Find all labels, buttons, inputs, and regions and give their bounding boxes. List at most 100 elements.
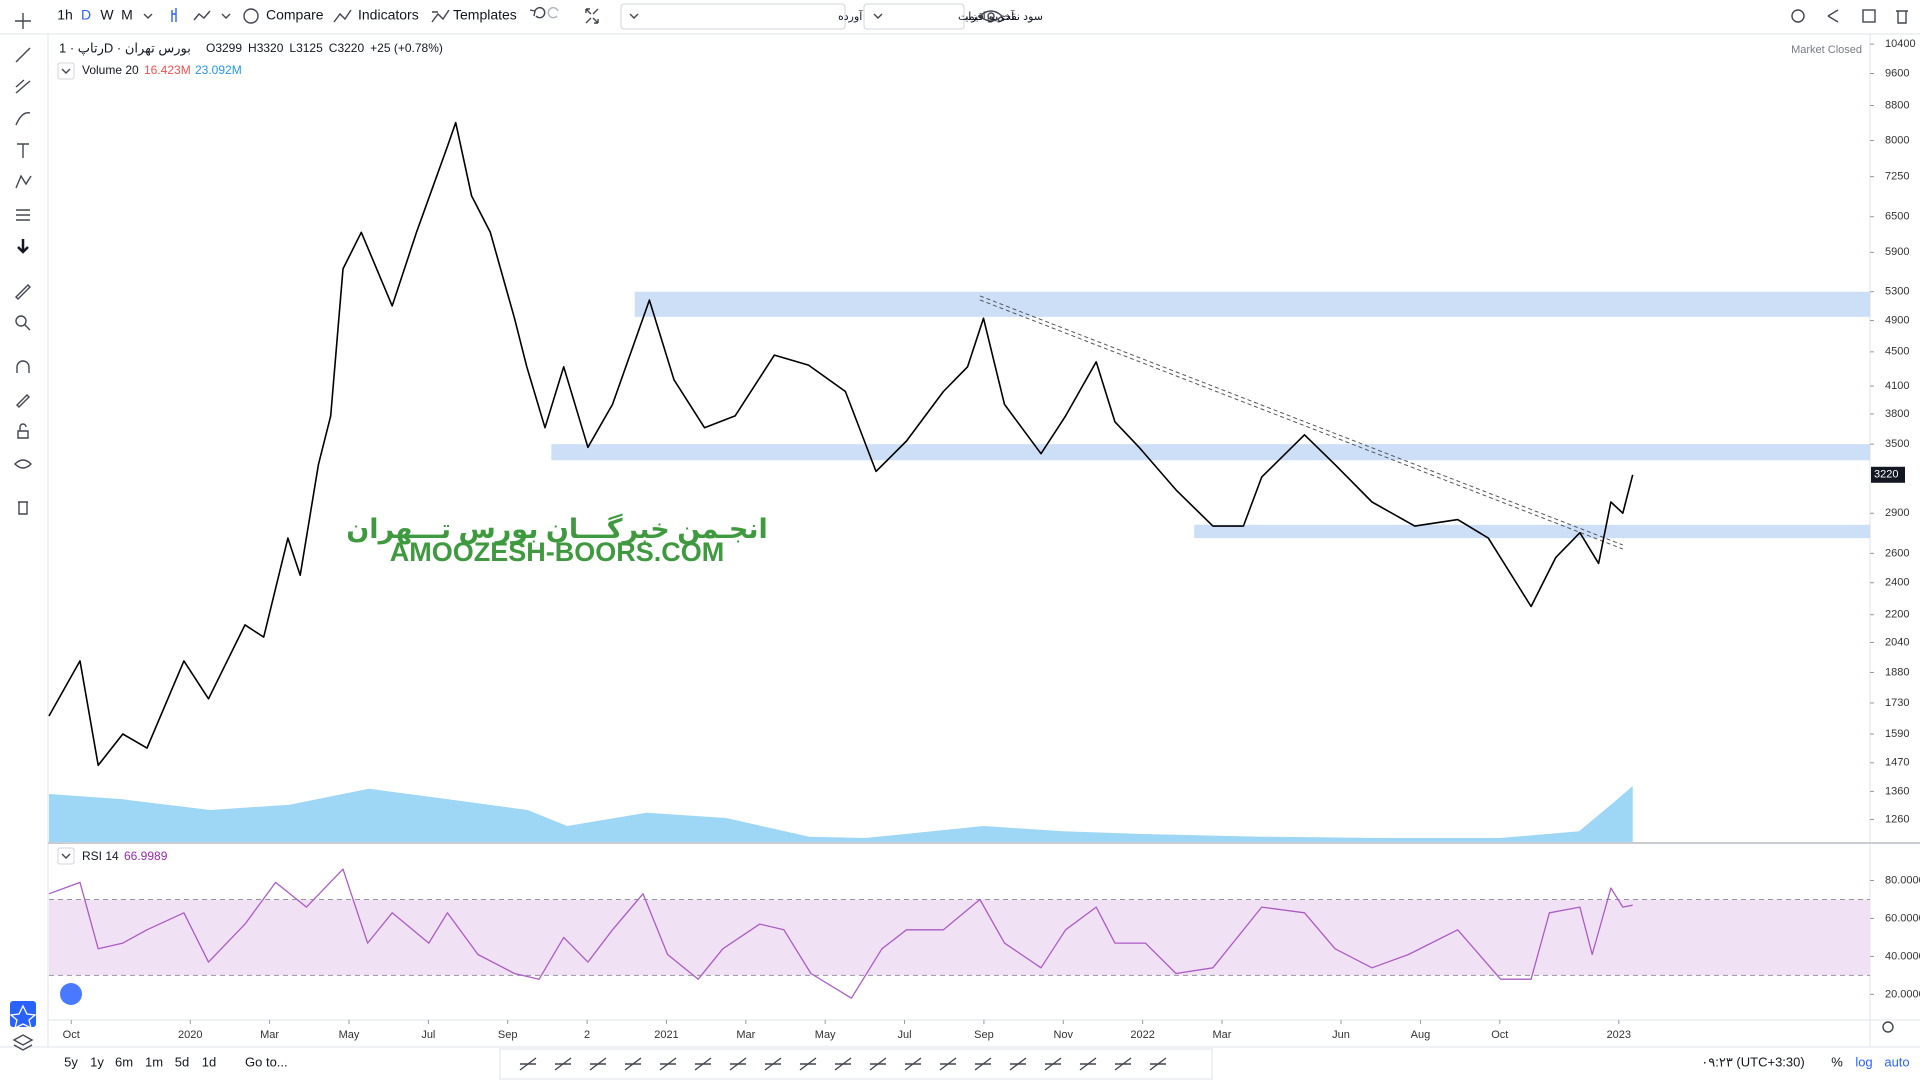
support-zone [551,444,1870,461]
drawing-tool-button[interactable] [519,1057,537,1071]
layers-button[interactable] [12,1034,34,1051]
interval-button[interactable]: W [100,7,114,23]
rsi-band [49,899,1870,976]
tool-button[interactable] [14,459,32,469]
x-tick-label: Aug [1411,1029,1431,1041]
scale-button[interactable]: % [1831,1054,1843,1069]
y-tick-label: 3500 [1885,438,1909,450]
tool-button[interactable] [15,284,31,300]
tool-button[interactable] [15,315,31,331]
tool-icon [15,13,31,29]
range-button[interactable]: 5y [64,1054,78,1069]
y-tick-label: 2200 [1885,609,1909,621]
drawing-tool-button[interactable] [694,1057,712,1071]
drawing-tool-button[interactable] [799,1057,817,1071]
scale-button[interactable]: log [1855,1054,1872,1069]
drawing-tool-button[interactable] [1114,1057,1132,1071]
y-tick-label: 6500 [1885,211,1909,223]
tool-icon [15,112,31,126]
x-tick-label: Oct [1491,1029,1508,1041]
drawing-tool-button[interactable] [869,1057,887,1071]
scale-button[interactable]: auto [1884,1054,1909,1069]
tool-button[interactable] [16,209,30,221]
tool-button[interactable] [17,143,29,158]
chart-type-icon[interactable] [171,8,177,22]
y-tick-label: 2400 [1885,577,1909,589]
fullscreen-button[interactable] [585,8,599,24]
range-button[interactable]: 6m [115,1054,133,1069]
visibility-button[interactable] [978,10,1004,22]
tool-button[interactable] [15,112,31,126]
axis-settings-button[interactable] [1882,1021,1894,1033]
drawing-tool-button[interactable] [729,1057,747,1071]
drawing-tool-button[interactable] [939,1057,957,1071]
tool-button[interactable] [16,360,30,373]
drawing-tool-button[interactable] [904,1057,922,1071]
tool-button[interactable] [15,47,31,63]
volume-ma-value: 23.092M [195,63,242,77]
tool-button[interactable] [15,174,32,189]
templates-button[interactable]: Templates [453,7,517,23]
drawing-tool-button[interactable] [1079,1057,1097,1071]
tool-button[interactable] [15,79,31,94]
collapse-button[interactable] [57,62,75,80]
ohlc-values: O3299 H3320 L3125 C3220 +25 (+0.78%) [206,41,443,55]
drawing-tool-button[interactable] [659,1057,677,1071]
tool-button[interactable] [18,501,28,515]
drawing-tool-button[interactable] [764,1057,782,1071]
range-button[interactable]: 1y [90,1054,104,1069]
ohlc-value: O3299 [206,41,242,55]
tool-button[interactable] [16,394,30,408]
drawing-tool-button[interactable] [1009,1057,1027,1071]
collapse-button[interactable] [57,847,75,865]
snapshot-button[interactable] [1862,9,1876,23]
share-button[interactable] [1827,9,1839,23]
drawing-tool-button[interactable] [554,1057,572,1071]
redo-button[interactable] [547,6,559,19]
trendline [979,295,1623,546]
compare-button[interactable]: Compare [266,7,324,23]
price-type-dropdown[interactable] [863,3,965,30]
tool-button[interactable] [17,423,29,439]
drawing-tool-button[interactable] [624,1057,642,1071]
drawing-tool-button[interactable] [834,1057,852,1071]
trash-button[interactable] [1896,10,1908,24]
tool-icon [18,501,28,515]
y-tick-label: 1470 [1885,757,1909,769]
price-line [48,868,1633,999]
caret [61,68,71,74]
settings-button[interactable] [1791,9,1805,23]
tool-button[interactable] [15,13,31,29]
line-type-icon[interactable] [193,10,211,21]
y-tick-label: 60.0000 [1885,912,1920,924]
caret [61,853,71,859]
interval-button[interactable]: D [81,7,91,23]
support-zone [1194,524,1870,539]
y-tick-label: 5900 [1885,246,1909,258]
x-tick-label: Jul [421,1029,435,1041]
drawing-tool-button[interactable] [589,1057,607,1071]
undo-button[interactable] [529,6,546,19]
y-tick-label: 8000 [1885,134,1909,146]
adjustment-dropdown[interactable] [620,3,846,30]
goto-button[interactable]: Go to... [245,1054,288,1069]
range-button[interactable]: 1d [202,1054,216,1069]
clock: ۰۹:۲۳ (UTC+3:30) [1701,1054,1804,1069]
dropdown-caret [629,13,639,19]
y-tick-label: 4900 [1885,314,1909,326]
indicators-button[interactable]: Indicators [358,7,419,23]
drawing-tool-button[interactable] [974,1057,992,1071]
x-tick-label: 2021 [654,1029,678,1041]
price-label: 3220 [1874,469,1898,481]
range-button[interactable]: 1m [145,1054,163,1069]
drawing-tool-button[interactable] [1044,1057,1062,1071]
y-tick-label: 1590 [1885,728,1909,740]
y-tick-label: 80.0000 [1885,874,1920,886]
x-tick-label: 2 [584,1029,590,1041]
tool-button[interactable] [17,239,29,254]
interval-button[interactable]: M [121,7,133,23]
drawing-tool-button[interactable] [1149,1057,1167,1071]
interval-button[interactable]: 1h [57,7,73,23]
range-button[interactable]: 5d [175,1054,189,1069]
